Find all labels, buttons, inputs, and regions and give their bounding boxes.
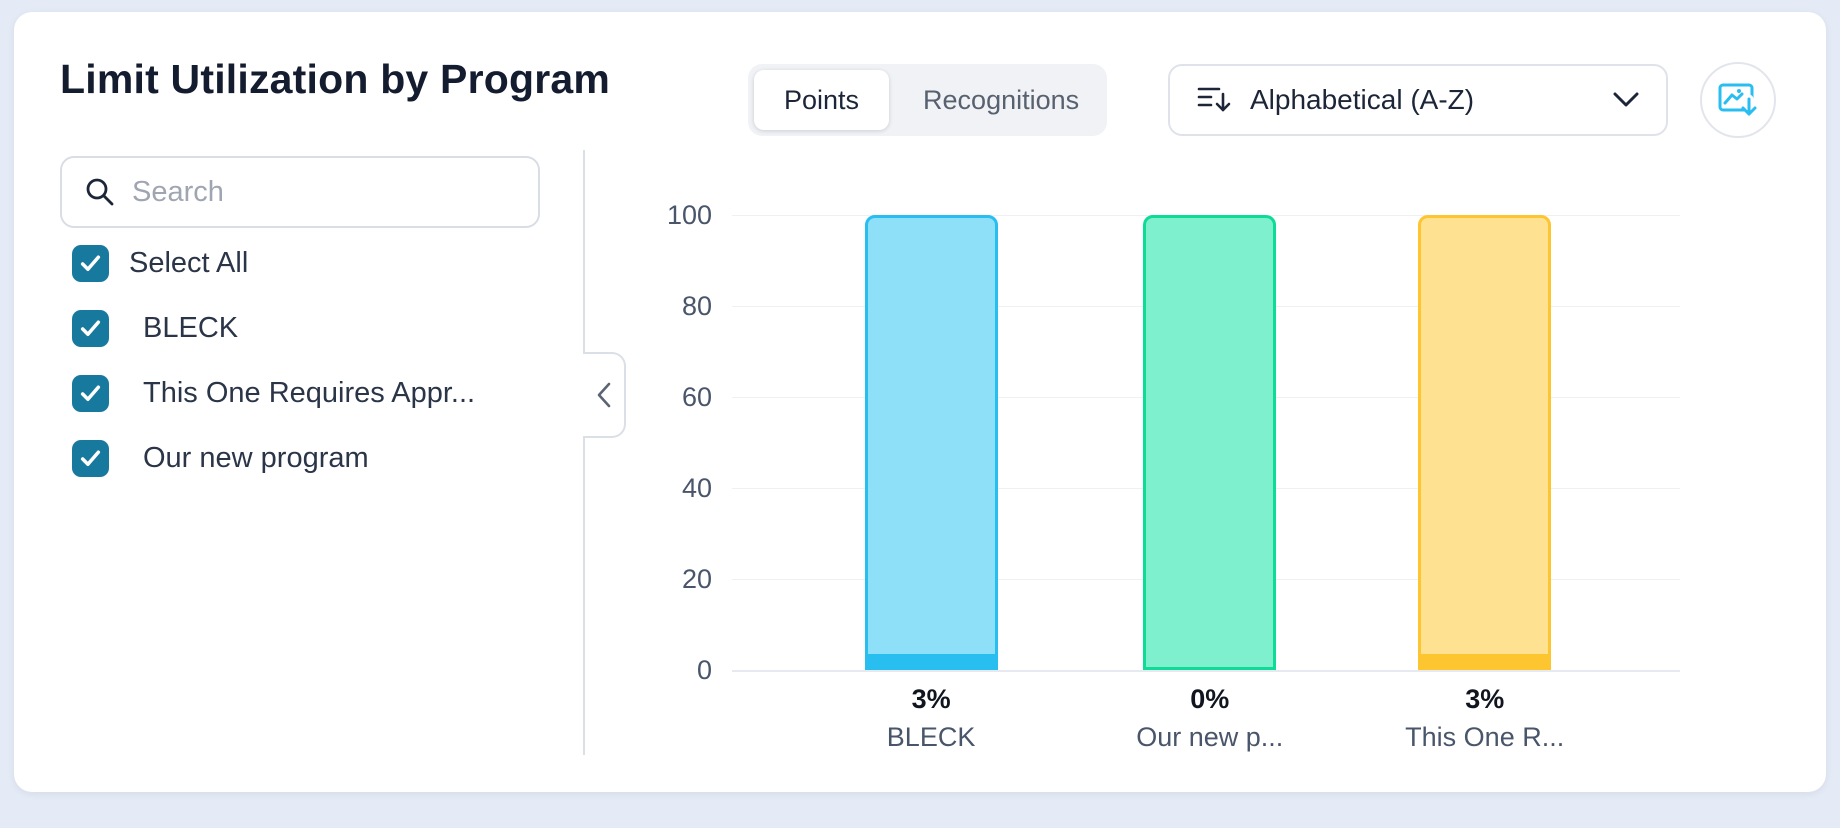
select-all-row: Select All bbox=[72, 243, 248, 283]
panel-divider bbox=[583, 436, 585, 755]
select-all-label: Select All bbox=[129, 246, 249, 279]
bar-1[interactable] bbox=[864, 215, 998, 670]
search-box bbox=[60, 156, 540, 228]
y-axis: 100 80 60 40 20 0 bbox=[600, 200, 712, 685]
gridline bbox=[732, 670, 1680, 672]
bar-2[interactable] bbox=[1143, 215, 1277, 670]
bar-value-fill bbox=[1421, 653, 1549, 667]
tab-recognitions[interactable]: Recognitions bbox=[923, 84, 1080, 115]
collapse-panel-button[interactable] bbox=[584, 352, 626, 438]
chevron-left-icon bbox=[596, 381, 612, 409]
x-axis-label: 3% BLECK bbox=[831, 684, 1031, 753]
bar-category-label: This One R... bbox=[1405, 722, 1565, 752]
program-checkbox[interactable] bbox=[72, 309, 109, 347]
program-row: This One Requires Appr... bbox=[72, 373, 475, 413]
program-label: BLECK bbox=[143, 311, 239, 344]
page-title: Limit Utilization by Program bbox=[60, 56, 611, 102]
search-icon bbox=[84, 176, 116, 208]
program-label: Our new program bbox=[143, 441, 369, 474]
select-all-checkbox[interactable] bbox=[72, 244, 109, 282]
program-row: Our new program bbox=[72, 438, 369, 478]
y-tick-label: 20 bbox=[681, 564, 712, 594]
sort-dropdown[interactable]: Alphabetical (A-Z) bbox=[1168, 64, 1668, 136]
bar-value-label: 3% bbox=[1465, 684, 1505, 714]
bar-value-label: 3% bbox=[911, 684, 951, 714]
bar-category-label: Our new p... bbox=[1136, 722, 1284, 752]
export-chart-button[interactable] bbox=[1700, 62, 1776, 138]
y-tick-label: 80 bbox=[681, 291, 712, 321]
image-download-icon bbox=[1716, 79, 1760, 121]
bar-3[interactable] bbox=[1418, 215, 1552, 670]
x-axis-label: 0% Our new p... bbox=[1110, 684, 1310, 753]
program-checkbox[interactable] bbox=[72, 439, 109, 477]
program-checkbox[interactable] bbox=[72, 374, 109, 412]
chevron-down-icon bbox=[1612, 92, 1640, 108]
view-toggle: Points Recognitions bbox=[748, 64, 1108, 136]
bar-value-label: 0% bbox=[1190, 684, 1230, 714]
program-label: This One Requires Appr... bbox=[143, 376, 476, 409]
x-axis: 3% BLECK 0% Our new p... 3% This One R... bbox=[732, 684, 1680, 774]
x-axis-label: 3% This One R... bbox=[1385, 684, 1585, 753]
program-row: BLECK bbox=[72, 308, 238, 348]
y-tick-label: 60 bbox=[681, 382, 712, 412]
bar-value-fill bbox=[867, 653, 995, 667]
search-input[interactable] bbox=[132, 175, 516, 209]
y-tick-label: 40 bbox=[681, 473, 712, 503]
panel-divider bbox=[583, 150, 585, 354]
plot-area bbox=[732, 215, 1680, 672]
y-tick-label: 0 bbox=[696, 655, 712, 685]
sort-dropdown-value: Alphabetical (A-Z) bbox=[1250, 84, 1475, 115]
tab-points[interactable]: Points bbox=[754, 70, 890, 130]
y-tick-label: 100 bbox=[666, 200, 712, 230]
bar-category-label: BLECK bbox=[886, 722, 976, 752]
sort-descending-icon bbox=[1196, 84, 1232, 116]
